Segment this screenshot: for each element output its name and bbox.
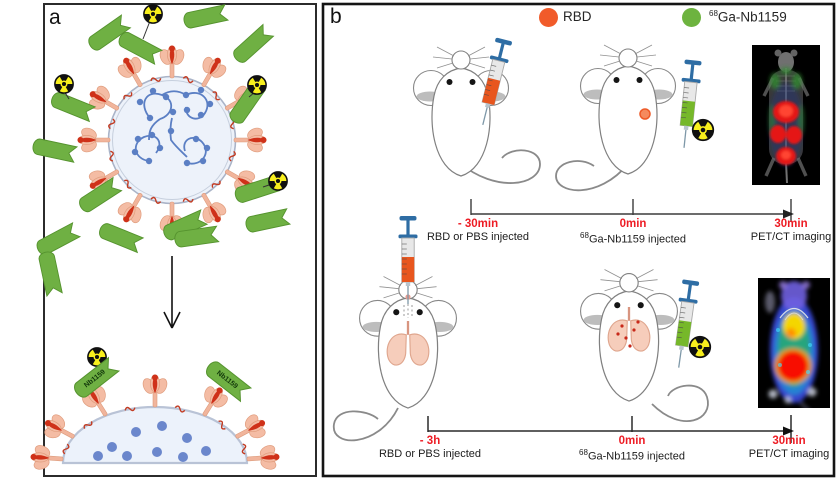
radiation-icon [267, 171, 289, 191]
nanobody-icon [182, 4, 229, 30]
nasal-drip [403, 304, 413, 318]
viral-rna [135, 90, 209, 165]
arrow-down-icon [163, 256, 181, 329]
nucleoproteins [93, 421, 211, 462]
rbd-legend-label: RBD [563, 9, 592, 24]
radiation-icon [142, 4, 164, 24]
mouse-3 [333, 275, 458, 442]
nanobody-icon [31, 137, 78, 163]
rbd-in-lungs [616, 320, 640, 348]
panel-b-border [321, 2, 836, 478]
panel-a-label: a [49, 6, 61, 29]
timeline-bottom-point-2: 0min 68Ga-Nb1159 injected [579, 435, 685, 464]
nanobody-icon [37, 250, 63, 297]
tracer-legend-swatch [682, 8, 701, 27]
timeline-bottom-point-1: - 3h RBD or PBS injected [378, 435, 482, 461]
tracer-legend-label: 68Ga-Nb1159 [709, 9, 787, 25]
rbd-dot [639, 108, 651, 120]
nanobody-icon [34, 222, 81, 258]
isotope-superscript: 68 [709, 9, 718, 18]
arrowhead-icon [783, 426, 794, 436]
bound-nanobody-right: Nb1159 [203, 358, 252, 402]
radiation-icon [53, 74, 75, 94]
nucleoproteins [131, 86, 214, 167]
timeline-top-point-1: - 30min RBD or PBS injected [426, 218, 530, 244]
pet-ct-image-1 [752, 45, 820, 185]
radiation-icon [690, 118, 716, 142]
nanobody-icon [48, 90, 96, 122]
virus-particle [77, 45, 267, 235]
timeline-top-point-3: 30min PET/CT imaging [750, 218, 832, 244]
timeline-bottom-point-3: 30min PET/CT imaging [748, 435, 830, 461]
timeline-top-point-2: 0min 68Ga-Nb1159 injected [580, 218, 686, 247]
arrowhead-icon [783, 209, 794, 219]
bound-virus-membrane [29, 374, 281, 474]
panel-b-label: b [330, 5, 342, 28]
timeline-bottom [427, 415, 794, 443]
nanobody-icon [244, 208, 291, 234]
mouse-1 [412, 46, 541, 184]
mouse-4 [579, 268, 709, 422]
rbd-legend-swatch [539, 8, 558, 27]
radiation-icon [246, 75, 268, 95]
radiation-icon [687, 335, 713, 359]
nanobody-icon [230, 24, 274, 66]
bound-nanobody-left: Nb1159 [71, 347, 120, 401]
nanobody-icon [96, 221, 144, 253]
mouse-2 [555, 44, 677, 192]
timeline-top [470, 199, 794, 222]
pet-ct-image-2 [758, 278, 830, 408]
